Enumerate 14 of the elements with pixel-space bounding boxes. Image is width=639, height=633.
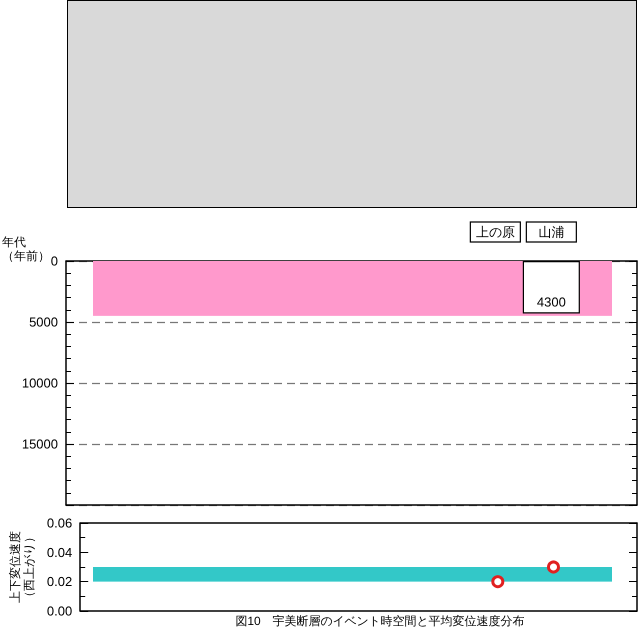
y-tick-label: 15000 xyxy=(22,436,58,452)
y-axis-title: 上下変位速度（西上がり） xyxy=(8,531,36,603)
y-tick-label: 0.04 xyxy=(46,544,72,560)
y-tick-label: 0 xyxy=(50,254,58,268)
caption: 図10 宇美断層のイベント時空間と平均変位速度分布 xyxy=(235,614,525,628)
data-label: 4300 xyxy=(536,294,566,310)
text: 山浦 xyxy=(538,224,564,240)
y-axis-title: 年代（年前） xyxy=(2,235,50,263)
y-tick-label: 0.06 xyxy=(46,516,72,530)
text: 上の原 xyxy=(476,224,515,240)
y-tick-label: 5000 xyxy=(29,314,58,330)
y-tick-label: 0.02 xyxy=(46,574,72,590)
y-tick-label: 10000 xyxy=(22,376,58,390)
y-tick-label: 0.00 xyxy=(46,604,72,618)
